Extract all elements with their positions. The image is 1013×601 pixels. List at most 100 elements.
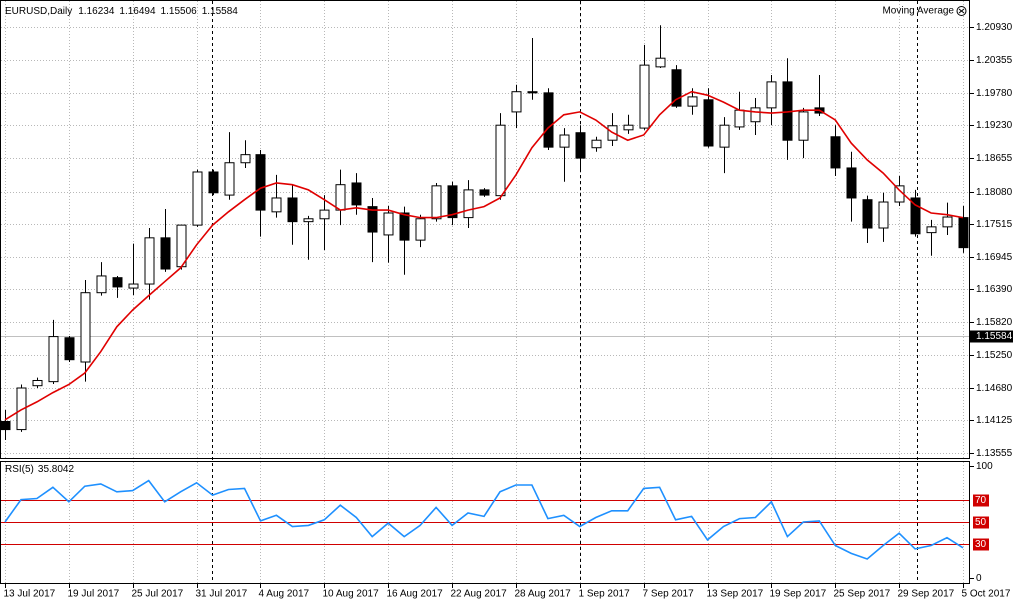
candle-body bbox=[271, 197, 282, 213]
x-tick-label: 19 Jul 2017 bbox=[68, 589, 120, 600]
candle-body bbox=[719, 124, 730, 148]
rsi-name: RSI(5) bbox=[5, 464, 34, 475]
y-tick-label: 1.18655 bbox=[976, 153, 1013, 164]
y-tick-label: 1.20930 bbox=[976, 22, 1013, 33]
symbol: EURUSD,Daily bbox=[5, 6, 72, 17]
candle-body bbox=[750, 107, 761, 123]
candle-body bbox=[0, 420, 11, 431]
candle-body bbox=[160, 237, 171, 270]
x-tick-label: 16 Aug 2017 bbox=[387, 589, 444, 600]
candle-body bbox=[144, 237, 155, 285]
candle-body bbox=[447, 185, 458, 219]
candle-body bbox=[48, 336, 59, 383]
candle-body bbox=[942, 216, 953, 228]
candle-body bbox=[687, 96, 698, 107]
candle-body bbox=[591, 139, 602, 149]
y-tick-label: 1.14125 bbox=[976, 415, 1013, 426]
candle-body bbox=[862, 199, 873, 229]
candle-body bbox=[80, 292, 91, 363]
indicator-name: Moving Average bbox=[882, 6, 954, 17]
candle-body bbox=[255, 154, 266, 211]
candle-body bbox=[703, 99, 714, 147]
y-tick-label: 100 bbox=[976, 461, 993, 472]
candle-body bbox=[543, 92, 554, 148]
candle-body bbox=[910, 197, 921, 235]
candle-body bbox=[495, 124, 506, 197]
candle-body bbox=[32, 379, 43, 387]
candle-body bbox=[958, 217, 969, 249]
candle-body bbox=[128, 283, 139, 289]
x-tick-label: 25 Sep 2017 bbox=[834, 589, 891, 600]
icon-stroke[interactable] bbox=[958, 8, 965, 14]
x-tick-label: 13 Sep 2017 bbox=[707, 589, 764, 600]
candle-body bbox=[383, 212, 394, 236]
header-high: 1.16494 bbox=[119, 6, 156, 17]
y-tick-label: 1.19230 bbox=[976, 120, 1013, 131]
rsi-title: RSI(5) 35.8042 bbox=[5, 464, 74, 475]
y-tick-label: 1.19780 bbox=[976, 88, 1013, 99]
candle-body bbox=[479, 189, 490, 196]
y-tick-label: 1.13555 bbox=[976, 448, 1013, 459]
header-low: 1.15506 bbox=[161, 6, 198, 17]
x-tick-label: 29 Sep 2017 bbox=[898, 589, 955, 600]
indicator-close-icon[interactable] bbox=[956, 6, 967, 16]
candle-body bbox=[639, 64, 650, 129]
candle-body bbox=[240, 154, 251, 164]
bid-label-box bbox=[970, 330, 1013, 343]
candle-body bbox=[623, 124, 634, 131]
candle-body bbox=[846, 167, 857, 199]
y-tick-label: 1.20355 bbox=[976, 55, 1013, 66]
candle-body bbox=[303, 218, 314, 223]
level-label-box bbox=[973, 516, 989, 529]
x-tick-label: 22 Aug 2017 bbox=[451, 589, 508, 600]
rsi-panel-border bbox=[0, 461, 970, 584]
candle-body bbox=[798, 111, 809, 141]
candle-body bbox=[224, 162, 235, 196]
x-tick-label: 5 Oct 2017 bbox=[962, 589, 1011, 600]
candle-body bbox=[511, 91, 522, 113]
moving-average-line bbox=[4, 90, 964, 421]
level-label: 70 bbox=[975, 495, 987, 506]
x-tick-label: 19 Sep 2017 bbox=[770, 589, 827, 600]
level-label-box bbox=[973, 538, 989, 551]
level-label: 30 bbox=[975, 539, 987, 550]
candle-body bbox=[96, 275, 107, 294]
marks-layer bbox=[0, 25, 969, 560]
rsi-line bbox=[4, 479, 964, 560]
candle-body bbox=[208, 171, 219, 194]
x-tick-label: 10 Aug 2017 bbox=[323, 589, 380, 600]
candle-body bbox=[415, 218, 426, 241]
header-close: 1.15584 bbox=[202, 6, 239, 17]
y-tick-label: 1.15820 bbox=[976, 317, 1013, 328]
candle-body bbox=[351, 182, 362, 206]
chart-header: EURUSD,Daily 1.16234 1.16494 1.15506 1.15584 bbox=[5, 6, 238, 17]
candle-body bbox=[830, 136, 841, 169]
y-tick-label: 1.16390 bbox=[976, 284, 1013, 295]
candle-body bbox=[926, 226, 937, 234]
candle-body bbox=[192, 171, 203, 226]
candle-body bbox=[335, 184, 346, 211]
y-tick-label: 1.14680 bbox=[976, 383, 1013, 394]
candle-body bbox=[176, 224, 187, 268]
grid-layer bbox=[1, 1, 970, 583]
main-panel-border bbox=[0, 0, 970, 459]
candle-body bbox=[463, 189, 474, 219]
rsi-current: 35.8042 bbox=[38, 464, 75, 475]
candle-body bbox=[527, 91, 538, 94]
x-tick-label: 7 Sep 2017 bbox=[643, 589, 695, 600]
x-tick-label: 4 Aug 2017 bbox=[259, 589, 310, 600]
candle-body bbox=[559, 134, 570, 148]
x-tick-label: 28 Aug 2017 bbox=[515, 589, 572, 600]
candle-body bbox=[766, 81, 777, 109]
candle-body bbox=[64, 337, 75, 361]
candle-body bbox=[367, 206, 378, 233]
candle-body bbox=[655, 57, 666, 68]
candle-body bbox=[319, 209, 330, 220]
level-label-box bbox=[973, 494, 989, 507]
candle-body bbox=[399, 212, 410, 241]
candle-body bbox=[112, 277, 123, 288]
y-tick-label: 1.17515 bbox=[976, 219, 1013, 230]
